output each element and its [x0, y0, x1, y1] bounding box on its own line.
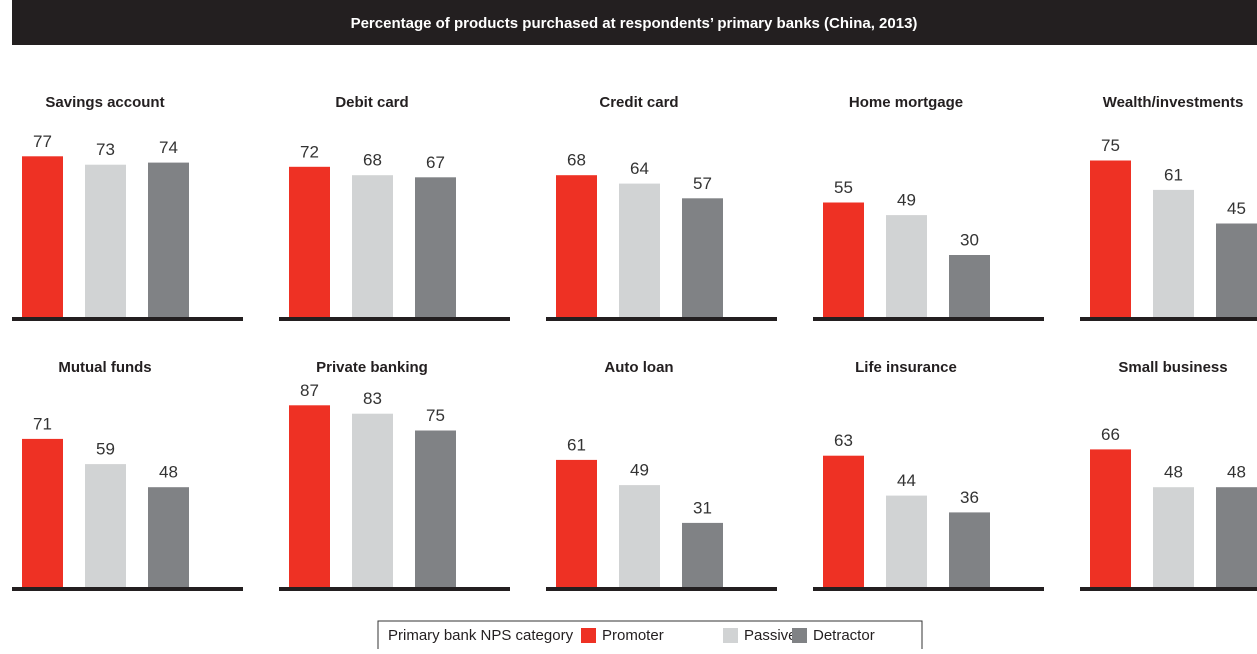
panel-title: Wealth/investments	[1103, 94, 1244, 111]
legend-label: Promoter	[602, 627, 664, 644]
bar	[949, 512, 990, 588]
bar	[949, 255, 990, 318]
value-label: 83	[363, 389, 382, 408]
value-label: 30	[960, 230, 979, 249]
value-label: 72	[300, 142, 319, 161]
bar	[352, 175, 393, 318]
bar	[682, 198, 723, 318]
value-label: 48	[1164, 463, 1183, 482]
bar	[886, 215, 927, 318]
bar	[415, 177, 456, 318]
value-label: 49	[897, 191, 916, 210]
panel-title: Life insurance	[855, 359, 957, 376]
value-label: 66	[1101, 425, 1120, 444]
bar	[1153, 189, 1194, 318]
value-label: 87	[300, 381, 319, 400]
panel-title: Small business	[1118, 359, 1227, 376]
panel-title: Home mortgage	[849, 94, 963, 111]
legend-box	[377, 620, 923, 649]
chart-title: Percentage of products purchased at resp…	[351, 15, 918, 32]
bar	[556, 459, 597, 588]
bar	[289, 166, 330, 318]
legend-swatch	[723, 628, 738, 643]
legend-label: Detractor	[813, 627, 875, 644]
legend-label: Passive	[744, 627, 797, 644]
value-label: 68	[363, 151, 382, 170]
value-label: 44	[897, 471, 916, 490]
panel-title: Credit card	[599, 94, 678, 111]
legend-swatch	[792, 628, 807, 643]
value-label: 55	[834, 178, 853, 197]
value-label: 57	[693, 174, 712, 193]
bar	[1153, 487, 1194, 588]
value-label: 75	[426, 406, 445, 425]
bar	[1090, 160, 1131, 318]
bar	[823, 202, 864, 318]
value-label: 64	[630, 159, 649, 178]
value-label: 61	[1164, 165, 1183, 184]
legend-title: Primary bank NPS category	[388, 627, 574, 644]
panel-title: Debit card	[335, 94, 408, 111]
bar	[1216, 223, 1257, 318]
value-label: 73	[96, 140, 115, 159]
bar	[682, 522, 723, 588]
value-label: 48	[159, 463, 178, 482]
legend-swatch	[581, 628, 596, 643]
panel-title: Private banking	[316, 359, 428, 376]
value-label: 63	[834, 431, 853, 450]
bar	[619, 485, 660, 588]
bar	[886, 495, 927, 588]
title-bar	[12, 0, 1257, 45]
bar	[22, 156, 63, 318]
bar	[289, 405, 330, 588]
bar	[1090, 449, 1131, 588]
value-label: 61	[567, 435, 586, 454]
bar	[22, 438, 63, 588]
bar	[556, 175, 597, 318]
bar	[352, 413, 393, 588]
panel-title: Savings account	[45, 94, 164, 111]
bar	[148, 487, 189, 588]
bar	[415, 430, 456, 588]
value-label: 74	[159, 138, 178, 157]
value-label: 45	[1227, 199, 1246, 218]
bar	[823, 455, 864, 588]
value-label: 75	[1101, 136, 1120, 155]
value-label: 31	[693, 498, 712, 517]
value-label: 68	[567, 151, 586, 170]
panel-title: Mutual funds	[58, 359, 151, 376]
value-label: 48	[1227, 463, 1246, 482]
panel-title: Auto loan	[604, 359, 673, 376]
bar	[85, 164, 126, 318]
bar	[148, 162, 189, 318]
value-label: 59	[96, 440, 115, 459]
bar	[619, 183, 660, 318]
value-label: 71	[33, 414, 52, 433]
bar	[1216, 487, 1257, 588]
value-label: 36	[960, 488, 979, 507]
bar	[85, 464, 126, 588]
value-label: 67	[426, 153, 445, 172]
value-label: 49	[630, 461, 649, 480]
value-label: 77	[33, 132, 52, 151]
